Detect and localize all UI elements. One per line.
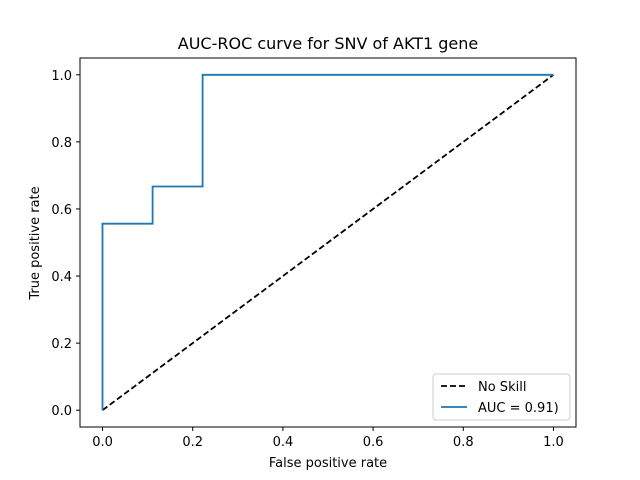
- roc-curve-line: [101, 73, 554, 411]
- legend-box: [432, 373, 571, 421]
- y-tick-label: 1.0: [51, 69, 72, 84]
- legend-label-auc: AUC = 0.91): [478, 401, 559, 416]
- plot-area: [101, 73, 555, 411]
- x-tick-label: 0.0: [92, 435, 113, 450]
- no-skill-line: [101, 74, 555, 411]
- x-tick-label: 0.6: [363, 435, 384, 450]
- x-tick-label: 1.0: [543, 435, 564, 450]
- y-tick-label: 0.8: [51, 136, 72, 151]
- x-tick-label: 0.4: [273, 435, 294, 450]
- y-tick-label: 0.2: [51, 337, 72, 352]
- legend-label-no-skill: No Skill: [478, 380, 526, 395]
- axes-frame: [79, 57, 577, 428]
- y-axis: 0.0 0.2 0.4 0.6 0.8 1.0: [51, 69, 80, 419]
- legend: No Skill AUC = 0.91): [432, 373, 571, 421]
- x-tick-label: 0.8: [453, 435, 474, 450]
- y-axis-label: True positive rate: [28, 186, 43, 300]
- y-tick-label: 0.6: [51, 203, 72, 218]
- x-axis: 0.0 0.2 0.4 0.6 0.8 1.0: [92, 427, 564, 450]
- chart-title: AUC-ROC curve for SNV of AKT1 gene: [178, 34, 478, 53]
- y-tick-label: 0.4: [51, 270, 72, 285]
- x-tick-label: 0.2: [182, 435, 203, 450]
- y-tick-label: 0.0: [51, 404, 72, 419]
- x-axis-label: False positive rate: [269, 456, 387, 471]
